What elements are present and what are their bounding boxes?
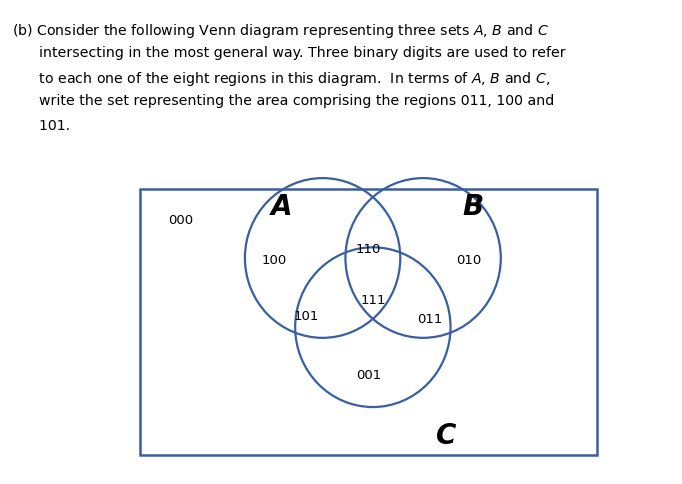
Text: 101.: 101. (12, 119, 70, 133)
Text: intersecting in the most general way. Three binary digits are used to refer: intersecting in the most general way. Th… (12, 46, 566, 60)
Text: 110: 110 (355, 243, 381, 257)
Bar (140, 189, 597, 455)
Text: 100: 100 (262, 254, 287, 267)
Text: 000: 000 (168, 214, 194, 227)
Text: write the set representing the area comprising the regions 011, 100 and: write the set representing the area comp… (12, 94, 554, 108)
Text: 010: 010 (456, 254, 481, 267)
Text: 011: 011 (417, 313, 443, 326)
Text: (b) Consider the following Venn diagram representing three sets $A$, $B$ and $C$: (b) Consider the following Venn diagram … (12, 22, 549, 40)
Text: to each one of the eight regions in this diagram.  In terms of $A$, $B$ and $C$,: to each one of the eight regions in this… (12, 70, 550, 88)
Text: 111: 111 (360, 294, 385, 307)
Text: B: B (463, 194, 484, 221)
Text: A: A (271, 194, 292, 221)
Text: 001: 001 (355, 369, 381, 381)
Text: 101: 101 (294, 310, 319, 323)
Text: C: C (436, 423, 456, 450)
